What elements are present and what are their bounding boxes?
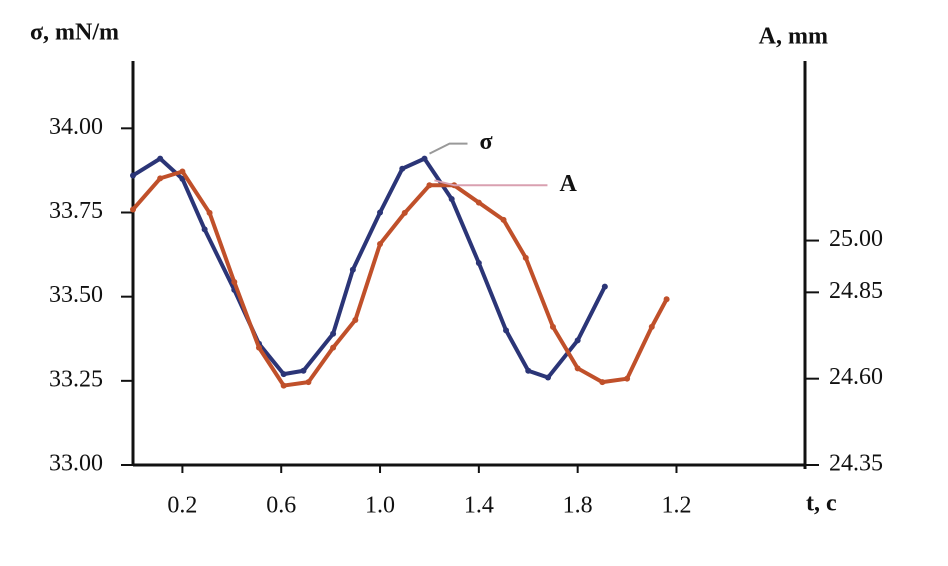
- data-point: [648, 323, 655, 330]
- x-tick-label: 1.0: [365, 493, 395, 519]
- x-axis-title: t, c: [806, 491, 837, 517]
- data-point: [426, 182, 433, 189]
- y2-tick-label: 24.35: [829, 451, 883, 477]
- callout-line: [434, 179, 548, 187]
- data-point: [525, 367, 532, 374]
- y2-axis-title: A, mm: [759, 24, 828, 50]
- y-axis-title: σ, mN/m: [30, 20, 119, 46]
- data-point: [330, 330, 337, 337]
- y-tick-label: 33.75: [49, 198, 103, 224]
- data-point: [157, 175, 164, 182]
- callout-line: [429, 142, 468, 155]
- y-tick-label: 33.00: [49, 451, 103, 477]
- y2-tick-label: 24.85: [829, 278, 883, 304]
- data-point: [349, 266, 356, 273]
- data-point: [231, 278, 238, 285]
- data-point: [549, 323, 556, 330]
- data-point: [330, 344, 337, 351]
- series-label: A: [559, 171, 577, 197]
- data-point: [599, 379, 606, 386]
- series-line: [131, 156, 607, 380]
- y-tick-label: 33.25: [49, 366, 103, 392]
- y-tick-label: 34.00: [49, 114, 103, 140]
- x-tick-label: 1.2: [661, 493, 691, 519]
- y2-tick-label: 24.60: [829, 364, 883, 390]
- x-tick-label: 1.8: [563, 493, 593, 519]
- x-tick-label: 0.2: [167, 493, 197, 519]
- x-tick-label: 1.4: [464, 493, 494, 519]
- data-point: [280, 382, 287, 389]
- data-point: [377, 209, 384, 216]
- y2-tick-label: 25.00: [829, 226, 883, 252]
- data-point: [399, 165, 406, 172]
- data-point: [574, 337, 581, 344]
- data-point: [352, 316, 359, 323]
- data-point: [130, 172, 136, 179]
- data-point: [201, 226, 208, 233]
- x-tick-label: 0.6: [266, 493, 296, 519]
- data-point: [522, 254, 529, 261]
- data-point: [421, 155, 428, 162]
- data-point: [255, 344, 262, 351]
- data-point: [280, 371, 287, 378]
- data-point: [500, 216, 507, 223]
- data-point: [475, 199, 482, 206]
- data-point: [601, 283, 608, 290]
- data-point: [305, 379, 312, 386]
- data-point: [574, 365, 581, 372]
- data-point: [130, 206, 136, 213]
- data-point: [448, 196, 455, 203]
- data-point: [157, 155, 164, 162]
- series-label: σ: [480, 129, 493, 155]
- y-tick-label: 33.50: [49, 282, 103, 308]
- data-point: [503, 327, 510, 334]
- series-line: [131, 169, 669, 388]
- data-point: [545, 374, 552, 381]
- data-point: [300, 367, 307, 374]
- data-point: [179, 168, 186, 175]
- data-point: [377, 241, 384, 248]
- data-point: [206, 209, 213, 216]
- data-point: [401, 209, 408, 216]
- data-point: [475, 260, 482, 266]
- data-point: [663, 296, 670, 303]
- data-point: [624, 375, 631, 382]
